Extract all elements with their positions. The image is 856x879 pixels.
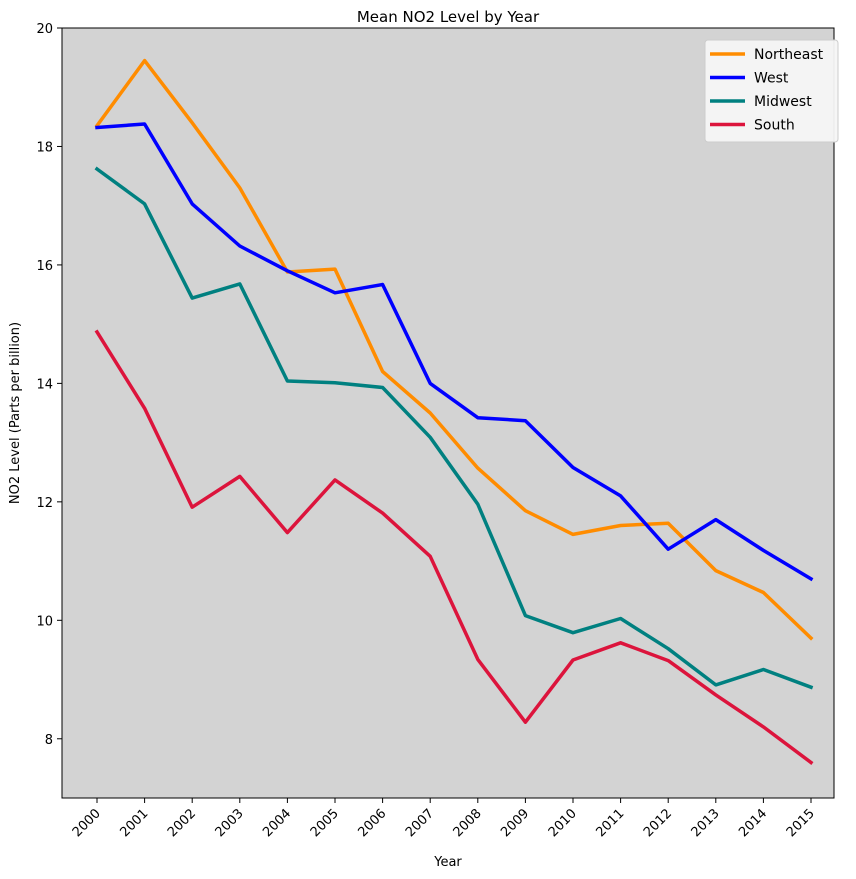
y-tick-label: 12 — [36, 496, 53, 511]
legend: Northeast West Midwest South — [704, 39, 839, 143]
x-axis-label: Year — [433, 855, 462, 870]
series-line-west — [95, 122, 814, 582]
series-line-south — [94, 329, 814, 765]
plot-area — [62, 28, 834, 798]
y-axis-label: NO2 Level (Parts per billion) — [8, 322, 23, 504]
legend-label: Northeast — [754, 47, 824, 63]
series-line-midwest — [94, 166, 814, 690]
plot-frame — [61, 27, 835, 799]
y-tick-label: 20 — [36, 22, 53, 37]
y-tick-label: 10 — [36, 614, 53, 629]
legend-label: Midwest — [754, 94, 812, 110]
legend-box — [704, 39, 839, 143]
series-line-northeast — [94, 58, 814, 641]
y-tick-label: 14 — [36, 377, 53, 392]
y-tick-label: 16 — [36, 259, 53, 274]
legend-label: South — [754, 118, 795, 134]
legend-label: West — [754, 71, 789, 87]
chart-title: Mean NO2 Level by Year — [357, 8, 540, 26]
y-tick-label: 8 — [45, 733, 53, 748]
y-tick-label: 18 — [36, 140, 53, 155]
